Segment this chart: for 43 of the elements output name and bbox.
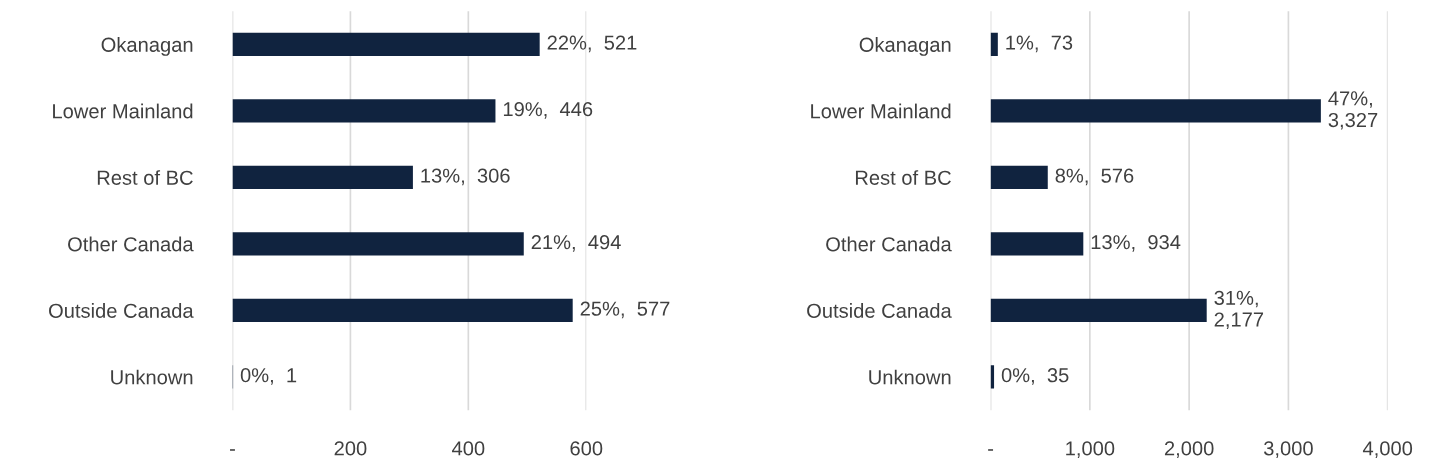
bar (232, 99, 496, 123)
data-label: 13%, 934 (1091, 235, 1181, 252)
y-tick-label: Outside Canada (49, 303, 194, 318)
bar (990, 165, 1048, 190)
y-tick-label: Unknown (111, 369, 193, 385)
y-tick-label: Okanagan (859, 37, 951, 56)
bar (990, 298, 1207, 323)
y-tick-label: Unknown (869, 369, 951, 385)
y-tick-label: Rest of BC (855, 170, 951, 185)
data-label: 22%, 521 (547, 35, 637, 53)
x-tick-label: 600 (570, 441, 603, 456)
data-label: 1%, 73 (1006, 35, 1073, 53)
bar (990, 232, 1084, 256)
y-tick-label: Lower Mainland (53, 103, 193, 119)
bar (232, 298, 573, 323)
x-tick-label: 200 (334, 441, 367, 456)
y-tick-label: Other Canada (68, 236, 194, 252)
data-label: 19%, 446 (503, 102, 593, 119)
y-tick-label: Outside Canada (807, 303, 952, 318)
x-tick-label: 1,000 (1066, 441, 1115, 458)
bar (990, 32, 998, 57)
bar (990, 99, 1321, 123)
bar (232, 165, 413, 190)
data-label: 47%, 3,327 (1328, 91, 1378, 130)
x-tick-label: - (988, 449, 994, 451)
x-tick-label: 3,000 (1263, 441, 1313, 458)
bar (232, 32, 540, 57)
data-label: 31%, 2,177 (1214, 290, 1264, 330)
data-label: 8%, 576 (1055, 168, 1134, 186)
x-tick-label: 2,000 (1164, 441, 1214, 458)
y-tick-label: Other Canada (826, 236, 952, 252)
y-tick-label: Rest of BC (97, 170, 193, 185)
data-label: 0%, 1 (240, 368, 297, 385)
bar (232, 232, 524, 256)
data-label: 0%, 35 (1001, 368, 1069, 385)
data-label: 13%, 306 (421, 168, 510, 186)
y-tick-label: Lower Mainland (811, 103, 951, 119)
x-tick-label: 4,000 (1362, 441, 1413, 458)
y-tick-label: Okanagan (101, 37, 193, 56)
data-label: 25%, 577 (580, 301, 670, 319)
data-label: 21%, 494 (531, 235, 621, 252)
x-tick-label: 400 (452, 441, 485, 456)
x-tick-label: - (230, 449, 235, 451)
